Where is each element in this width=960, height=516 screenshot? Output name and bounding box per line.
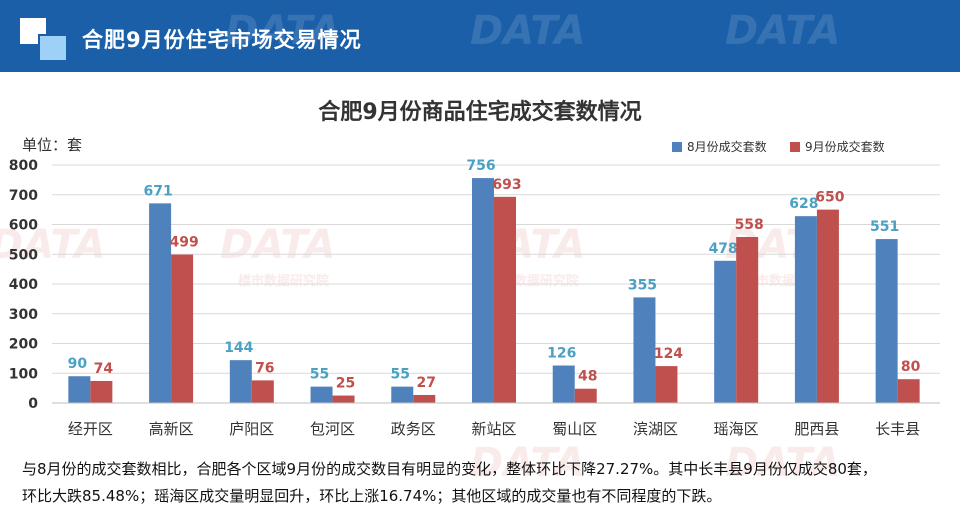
y-tick-label: 400 — [9, 277, 38, 293]
data-label-aug: 55 — [310, 367, 329, 383]
watermark-data: DATA — [725, 8, 841, 54]
bar-aug — [794, 216, 817, 403]
data-label-aug: 55 — [391, 367, 410, 383]
data-label-aug: 628 — [789, 196, 818, 212]
x-tick-label: 庐阳区 — [229, 420, 274, 438]
data-label-sep: 48 — [578, 369, 597, 385]
x-tick-label: 长丰县 — [875, 420, 920, 438]
data-label-sep: 27 — [417, 375, 436, 391]
caption-text: 与8月份的成交套数相比，合肥各个区域9月份的成交数目有明显的变化，整体环比下降2… — [22, 456, 942, 510]
bar-aug — [714, 260, 737, 403]
bar-sep — [171, 254, 194, 403]
data-label-aug: 144 — [224, 340, 253, 356]
watermark-data: DATA — [470, 8, 586, 54]
x-tick-label: 瑶海区 — [714, 420, 759, 438]
y-tick-label: 200 — [9, 337, 38, 353]
bar-sep — [816, 209, 839, 403]
watermark-data: DATA — [225, 8, 341, 54]
watermark-data: DATA — [220, 222, 336, 268]
bar-sep — [736, 236, 759, 403]
legend-swatch-aug — [672, 141, 682, 152]
data-label-aug: 126 — [547, 346, 576, 362]
bar-aug — [149, 203, 172, 403]
unit-label: 单位：套 — [22, 136, 83, 154]
watermark-data: DATA — [470, 440, 586, 486]
y-tick-label: 500 — [9, 247, 38, 263]
x-tick-label: 政务区 — [391, 420, 436, 438]
chart-title: 合肥9月份商品住宅成交套数情况 — [318, 100, 642, 125]
data-label-aug: 355 — [628, 277, 657, 293]
y-tick-label: 100 — [9, 366, 38, 382]
legend-swatch-sep — [790, 141, 800, 152]
bar-aug — [552, 365, 575, 403]
bar-sep — [251, 380, 274, 403]
x-tick-label: 肥西县 — [794, 420, 839, 438]
bar-aug — [391, 386, 414, 403]
x-tick-label: 高新区 — [149, 420, 194, 438]
data-label-aug: 478 — [709, 241, 738, 257]
watermark-data: DATA — [725, 440, 841, 486]
bar-sep — [90, 380, 113, 403]
data-label-sep: 558 — [735, 217, 764, 233]
data-label-aug: 671 — [143, 183, 172, 199]
data-label-sep: 74 — [94, 361, 114, 377]
bar-sep — [494, 196, 516, 403]
y-tick-label: 700 — [9, 188, 38, 204]
x-tick-label: 滨湖区 — [633, 420, 678, 438]
data-label-aug: 756 — [466, 158, 495, 174]
bar-sep — [655, 366, 678, 403]
x-tick-label: 蜀山区 — [552, 420, 597, 438]
data-label-sep: 650 — [815, 190, 844, 206]
data-label-sep: 124 — [654, 346, 683, 362]
y-tick-label: 300 — [9, 307, 38, 323]
bar-aug — [875, 239, 898, 403]
y-tick-label: 800 — [9, 158, 38, 174]
data-label-aug: 551 — [870, 219, 899, 235]
bar-aug — [229, 360, 252, 403]
caption-line-2: 环比大跌85.48%；瑶海区成交量明显回升，环比上涨16.74%；其他区域的成交… — [22, 487, 722, 505]
bar-aug — [633, 297, 656, 403]
x-tick-label: 经开区 — [68, 420, 113, 438]
legend-label-aug: 8月份成交套数 — [687, 140, 767, 154]
bar-aug — [472, 178, 494, 403]
data-label-sep: 25 — [336, 376, 355, 392]
y-tick-label: 0 — [28, 396, 38, 412]
bar-sep — [574, 388, 597, 403]
bar-aug — [310, 386, 333, 403]
page-title: 合肥9月份住宅市场交易情况 — [82, 28, 362, 52]
watermark-org: 楼市数据研究院 — [238, 274, 330, 289]
legend-item-sep: 9月份成交套数 — [790, 138, 885, 155]
x-tick-label: 新站区 — [471, 420, 516, 438]
bar-sep — [332, 395, 355, 403]
bar-sep — [413, 394, 436, 403]
data-label-sep: 80 — [901, 359, 921, 375]
y-tick-label: 600 — [9, 218, 38, 234]
logo-squares-icon — [20, 18, 68, 62]
data-label-sep: 693 — [492, 177, 521, 193]
legend-label-sep: 9月份成交套数 — [805, 140, 885, 154]
caption-line-1: 与8月份的成交套数相比，合肥各个区域9月份的成交数目有明显的变化，整体环比下降2… — [22, 460, 877, 478]
bar-sep — [897, 379, 920, 403]
data-label-sep: 76 — [255, 360, 274, 376]
header-bar: DATA DATA DATA 合肥9月份住宅市场交易情况 — [0, 0, 960, 72]
data-label-aug: 90 — [68, 356, 88, 372]
data-label-sep: 499 — [169, 235, 198, 251]
watermark-data: DATA — [0, 222, 106, 268]
x-tick-label: 包河区 — [310, 420, 355, 438]
bar-aug — [68, 376, 91, 403]
legend-item-aug: 8月份成交套数 — [672, 138, 767, 155]
